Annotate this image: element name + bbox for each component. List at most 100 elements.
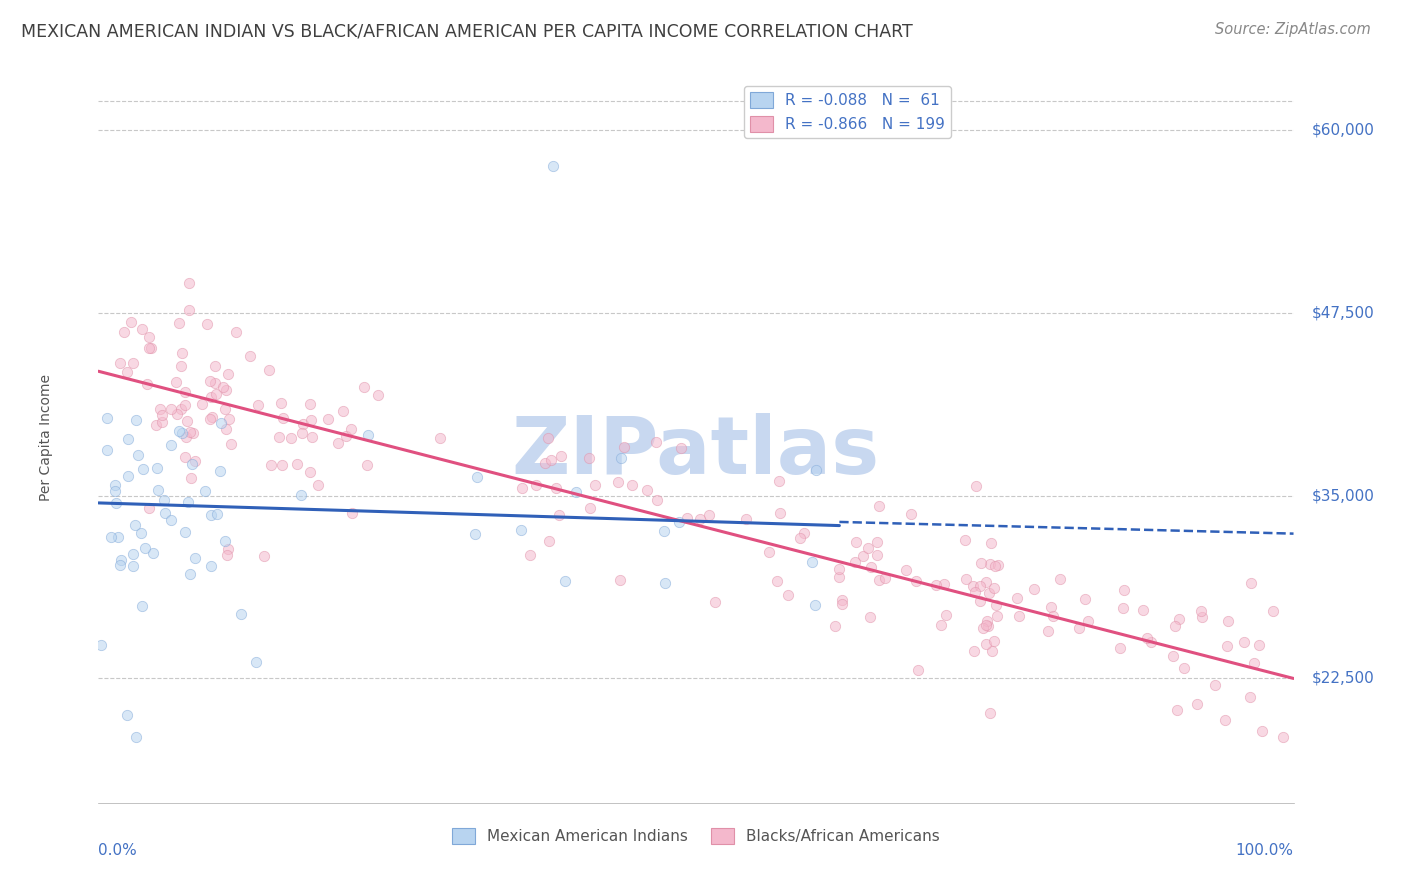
Point xyxy=(803,598,825,612)
Point xyxy=(1168,612,1191,626)
Point xyxy=(335,429,357,443)
Point xyxy=(280,431,302,445)
Point xyxy=(141,341,163,355)
Point xyxy=(221,437,243,451)
Point xyxy=(1213,713,1236,727)
Point xyxy=(974,637,997,651)
Point xyxy=(538,533,561,548)
Point xyxy=(827,562,849,576)
Point xyxy=(138,501,160,516)
Point xyxy=(191,397,214,411)
Point xyxy=(122,547,145,561)
Point xyxy=(828,570,851,584)
Point xyxy=(290,488,312,502)
Point xyxy=(160,401,183,416)
Point xyxy=(177,277,200,291)
Point xyxy=(1161,648,1184,663)
Point xyxy=(654,576,676,591)
Point xyxy=(831,597,853,611)
Point xyxy=(149,401,172,416)
Point xyxy=(676,511,699,525)
Point xyxy=(984,598,1007,612)
Point xyxy=(239,349,262,363)
Point xyxy=(510,481,533,495)
Text: ZIPatlas: ZIPatlas xyxy=(512,413,880,491)
Point xyxy=(866,549,889,563)
Point xyxy=(134,541,156,556)
Point xyxy=(1240,576,1263,591)
Point xyxy=(174,450,197,464)
Point xyxy=(96,411,118,425)
Point xyxy=(1008,608,1031,623)
Point xyxy=(298,465,321,479)
Point xyxy=(540,453,562,467)
Point xyxy=(1022,582,1045,596)
Point xyxy=(246,398,269,412)
Point xyxy=(146,483,169,497)
Point xyxy=(974,575,997,590)
Point xyxy=(205,387,228,401)
Point xyxy=(146,461,169,475)
Point xyxy=(205,508,228,522)
Text: $47,500: $47,500 xyxy=(1312,305,1374,320)
Point xyxy=(100,530,122,544)
Point xyxy=(465,470,488,484)
Point xyxy=(519,548,541,562)
Point xyxy=(1132,603,1154,617)
Point xyxy=(800,555,823,569)
Point xyxy=(120,316,142,330)
Point xyxy=(924,578,946,592)
Point xyxy=(204,376,226,391)
Point xyxy=(214,533,236,548)
Point xyxy=(176,415,198,429)
Point xyxy=(769,506,792,520)
Point xyxy=(96,442,118,457)
Point xyxy=(291,417,314,432)
Point xyxy=(979,557,1001,571)
Point xyxy=(214,421,236,435)
Point xyxy=(117,469,139,483)
Point xyxy=(131,322,153,336)
Point xyxy=(858,541,880,555)
Point xyxy=(859,610,882,624)
Point xyxy=(260,458,283,473)
Point xyxy=(578,451,600,466)
Point xyxy=(179,567,201,582)
Point xyxy=(172,425,194,440)
Point xyxy=(977,586,1000,600)
Point xyxy=(1164,618,1187,632)
Point xyxy=(583,478,606,492)
Point xyxy=(271,411,294,425)
Point xyxy=(217,542,239,557)
Point xyxy=(1112,583,1135,598)
Point xyxy=(976,614,998,628)
Point xyxy=(104,483,127,498)
Point xyxy=(907,663,929,677)
Point xyxy=(900,507,922,521)
Point xyxy=(606,475,628,489)
Point xyxy=(896,563,918,577)
Point xyxy=(110,553,132,567)
Point xyxy=(138,341,160,355)
Point xyxy=(1216,639,1239,653)
Point xyxy=(132,462,155,476)
Point xyxy=(962,579,984,593)
Point xyxy=(579,501,602,516)
Point xyxy=(464,526,486,541)
Point xyxy=(980,535,1002,549)
Point xyxy=(332,403,354,417)
Text: Source: ZipAtlas.com: Source: ZipAtlas.com xyxy=(1215,22,1371,37)
Point xyxy=(1112,601,1135,615)
Point xyxy=(225,325,247,339)
Point xyxy=(138,329,160,343)
Point xyxy=(981,644,1004,658)
Point xyxy=(184,551,207,566)
Point xyxy=(974,617,997,632)
Point xyxy=(969,578,991,592)
Point xyxy=(668,516,690,530)
Point xyxy=(167,316,190,330)
Point xyxy=(987,558,1010,572)
Point xyxy=(866,535,889,549)
Text: 100.0%: 100.0% xyxy=(1236,843,1294,858)
Point xyxy=(121,356,143,370)
